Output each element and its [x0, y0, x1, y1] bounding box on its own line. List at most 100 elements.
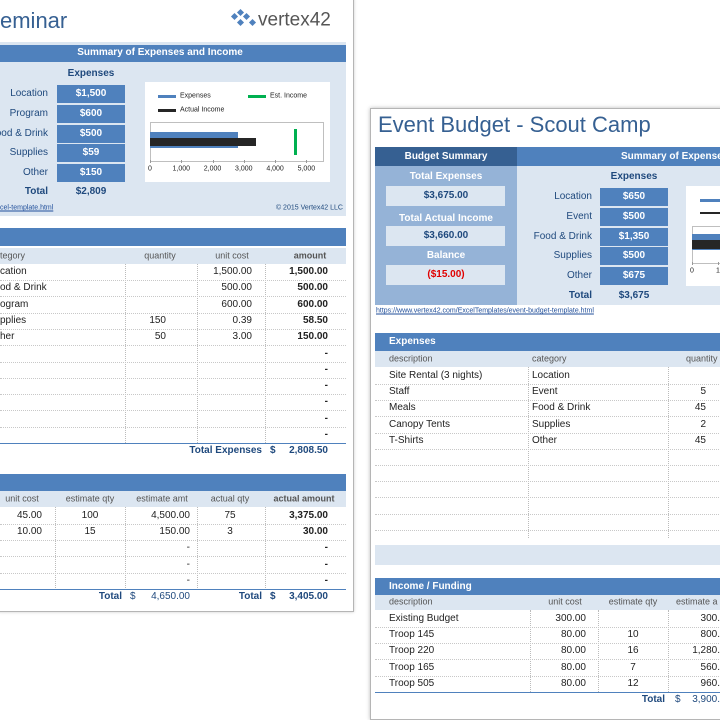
legend-label: Est. Income — [270, 92, 307, 100]
text: Summary of Expenses and Income — [77, 47, 243, 58]
text: $500 — [79, 127, 103, 139]
column-header-bg — [0, 248, 346, 264]
cell: 80.00 — [560, 677, 586, 689]
text: $650 — [622, 191, 646, 202]
cell: 15 — [84, 526, 96, 538]
text: Supplies — [9, 147, 48, 159]
sheet-title: Event Budget - Scout Camp — [378, 112, 651, 137]
cell: 100 — [81, 510, 99, 521]
text: Expenses — [389, 336, 436, 347]
rule — [55, 507, 56, 588]
cell: 12 — [627, 677, 639, 689]
text: Total — [98, 591, 122, 602]
cell: 3 — [227, 526, 233, 538]
cell: Canopy Tents — [389, 418, 450, 430]
cell: 45.00 — [16, 510, 42, 521]
legend-swatch — [700, 199, 720, 202]
cell: 50 — [154, 331, 166, 343]
copyright: © 2015 Vertex42 LLC — [275, 204, 343, 212]
column-header: unit cost — [548, 596, 582, 607]
link[interactable]: https://www.vertex42.com/ExcelTemplates/… — [376, 307, 594, 315]
rule — [197, 264, 198, 443]
value-box — [600, 207, 668, 226]
x-tick-label: 0 — [148, 165, 152, 173]
rule — [375, 675, 720, 677]
tick-mark — [692, 262, 693, 265]
text: Expenses — [67, 68, 115, 79]
cell: 58.50 — [302, 314, 328, 326]
rule — [265, 507, 266, 588]
cell: Event — [532, 386, 558, 398]
cell: - — [324, 396, 328, 408]
section-header — [375, 578, 720, 595]
value-box — [57, 164, 125, 183]
value-box — [600, 267, 668, 286]
x-tick-label: 5,000 — [297, 165, 316, 173]
rule — [0, 443, 346, 444]
rule — [668, 367, 669, 538]
rule — [0, 556, 346, 558]
cell: - — [324, 380, 328, 392]
cell: od & Drink — [0, 282, 47, 294]
text: $ — [675, 694, 681, 705]
text: Total Expenses — [189, 445, 262, 456]
column-header-bg — [0, 491, 346, 507]
rule — [0, 426, 346, 428]
text: $ — [270, 591, 276, 602]
text: ood & Drink — [0, 127, 48, 139]
x-tick-label: 1 — [716, 267, 720, 275]
band — [375, 545, 720, 565]
x-tick-label: 4,000 — [266, 165, 284, 173]
cell: - — [324, 363, 328, 375]
cell: Meals — [389, 402, 416, 414]
cell: 16 — [627, 645, 639, 657]
cell: - — [324, 574, 328, 586]
text: $600 — [79, 107, 103, 119]
rule — [375, 448, 720, 450]
rule — [375, 416, 720, 418]
x-tick-label: 0 — [690, 267, 694, 275]
text: Total Expenses — [409, 171, 483, 182]
text: $150 — [79, 167, 103, 179]
column-header: tegory — [0, 250, 26, 261]
cell: Location — [532, 370, 570, 381]
rule — [0, 345, 346, 347]
rule — [375, 659, 720, 661]
x-tick-label: 2,000 — [203, 165, 222, 173]
cell: 300. — [700, 613, 720, 624]
cell: Supplies — [532, 418, 571, 430]
cell: 960. — [700, 677, 720, 689]
cell: 10.00 — [16, 526, 42, 538]
text: Location — [10, 88, 48, 99]
cell: - — [324, 429, 328, 440]
cell: cation — [0, 266, 27, 277]
rule — [0, 296, 346, 298]
tick-mark — [243, 160, 245, 163]
column-header-bg — [375, 595, 720, 610]
column-header: description — [389, 596, 433, 607]
rule — [125, 264, 126, 443]
section-header — [375, 333, 720, 351]
cell: 1,280. — [692, 645, 720, 657]
legend-label: Expenses — [180, 92, 211, 100]
cell: 75 — [224, 510, 236, 521]
cell: 150.00 — [297, 331, 328, 343]
cell: 80.00 — [560, 661, 586, 673]
cell: 30.00 — [302, 526, 328, 538]
column-header: estimate qty — [65, 493, 115, 504]
text: $2,809 — [75, 186, 107, 197]
text: $1,500 — [75, 88, 107, 99]
rule — [375, 692, 720, 693]
column-header: quantity — [144, 250, 176, 261]
rule — [668, 610, 669, 692]
text: 4,650.00 — [151, 591, 190, 602]
cell: - — [186, 542, 190, 554]
text: Program — [9, 107, 48, 119]
cell: 0.39 — [232, 314, 252, 326]
column-header: description — [389, 353, 433, 364]
rule — [530, 610, 531, 692]
column-header: category — [532, 353, 567, 364]
rule — [125, 507, 126, 588]
link[interactable]: cel-template.html — [0, 204, 54, 212]
column-header: estimate amt — [136, 493, 188, 504]
